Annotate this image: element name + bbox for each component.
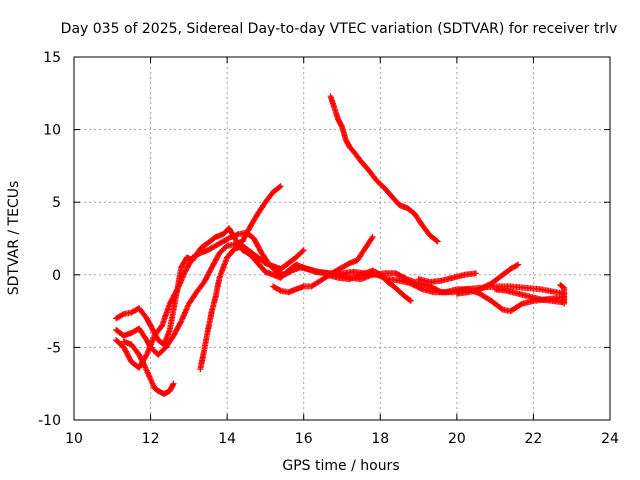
series-track-2 xyxy=(113,229,568,371)
series-markers xyxy=(113,183,284,358)
series-markers xyxy=(415,270,479,286)
series-track-9 xyxy=(415,270,479,286)
axis-ticks xyxy=(73,56,611,421)
series-markers xyxy=(113,229,568,371)
series-markers xyxy=(323,267,414,304)
series-markers xyxy=(557,282,568,307)
y-tick-label: 15 xyxy=(43,50,61,66)
x-tick-label: 12 xyxy=(142,431,160,447)
series-track-6 xyxy=(270,234,376,296)
grid xyxy=(74,57,610,420)
y-tick-label: 5 xyxy=(52,195,61,211)
x-tick-label: 22 xyxy=(525,431,543,447)
series-track-8 xyxy=(323,267,414,304)
series-markers xyxy=(270,234,376,296)
series-markers xyxy=(492,286,568,306)
y-tick-labels: -10 -5 0 5 10 15 xyxy=(38,50,61,429)
data-series xyxy=(113,93,568,397)
x-tick-label: 14 xyxy=(218,431,236,447)
y-tick-label: 0 xyxy=(52,268,61,284)
x-tick-label: 10 xyxy=(65,431,83,447)
y-tick-label: -10 xyxy=(38,413,61,429)
series-markers xyxy=(453,261,522,297)
series-markers xyxy=(197,242,307,373)
series-markers xyxy=(327,93,441,245)
series-track-12 xyxy=(557,282,568,307)
series-track-4 xyxy=(120,338,177,397)
x-tick-label: 16 xyxy=(295,431,313,447)
x-axis-label: GPS time / hours xyxy=(282,458,399,474)
series-track-7 xyxy=(327,93,441,245)
y-axis-label: SDTVAR / TECUs xyxy=(6,181,22,296)
y-tick-label: -5 xyxy=(47,340,61,356)
x-tick-label: 18 xyxy=(371,431,389,447)
x-tick-labels: 10 12 14 16 18 20 22 24 xyxy=(65,431,619,447)
series-track-3 xyxy=(113,183,284,358)
series-markers xyxy=(120,338,177,397)
y-tick-label: 10 xyxy=(43,123,61,139)
series-track-11 xyxy=(492,286,568,306)
series-track-5 xyxy=(197,242,307,373)
x-tick-label: 24 xyxy=(601,431,619,447)
x-tick-label: 20 xyxy=(448,431,466,447)
chart-title: Day 035 of 2025, Sidereal Day-to-day VTE… xyxy=(61,21,618,37)
series-track-10 xyxy=(453,261,522,297)
plot-frame xyxy=(73,56,611,421)
